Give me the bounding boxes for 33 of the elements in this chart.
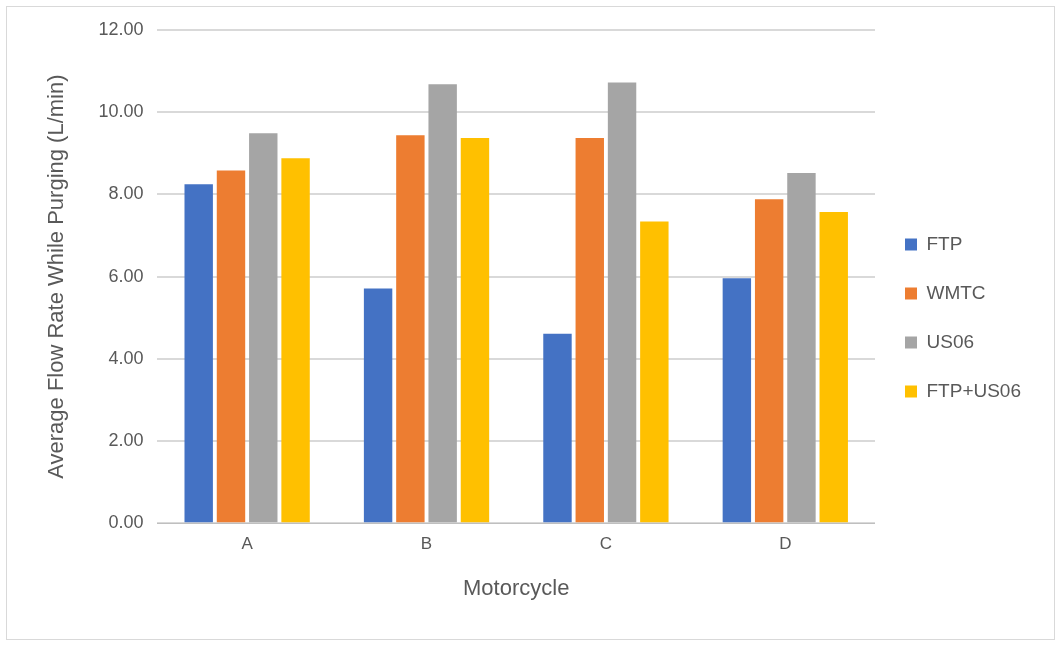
bar	[396, 135, 425, 523]
bar	[787, 173, 816, 523]
bar	[249, 133, 278, 523]
x-axis-title: Motorcycle	[463, 574, 570, 600]
bar	[754, 199, 784, 523]
y-tick-label: 12.00	[98, 18, 144, 39]
legend-label: FTP	[926, 232, 963, 254]
bar	[722, 278, 752, 523]
legend-label: US06	[926, 330, 975, 352]
y-tick-label: 0.00	[108, 512, 144, 533]
bar	[543, 333, 572, 523]
y-tick-label: 2.00	[108, 429, 144, 450]
x-tick-label: A	[241, 534, 254, 554]
bar	[281, 158, 310, 523]
bar	[428, 84, 457, 523]
y-axis-title: Average Flow Rate While Purging (L/min)	[43, 74, 69, 479]
bar	[184, 184, 213, 523]
x-tick-label: C	[599, 534, 613, 554]
y-tick-label: 4.00	[108, 347, 144, 368]
bar	[607, 82, 637, 523]
bar	[363, 288, 393, 523]
bar	[216, 170, 246, 523]
y-tick-label: 10.00	[98, 101, 144, 122]
x-tick-label: B	[420, 534, 433, 554]
bar	[640, 221, 669, 523]
y-tick-label: 8.00	[108, 183, 144, 204]
x-tick-label: D	[779, 534, 792, 554]
legend-label: WMTC	[926, 281, 986, 303]
bar	[575, 138, 604, 523]
bar	[460, 138, 490, 523]
bar	[819, 212, 848, 523]
legend-label: FTP+US06	[926, 379, 1022, 401]
y-tick-label: 6.00	[108, 265, 144, 286]
